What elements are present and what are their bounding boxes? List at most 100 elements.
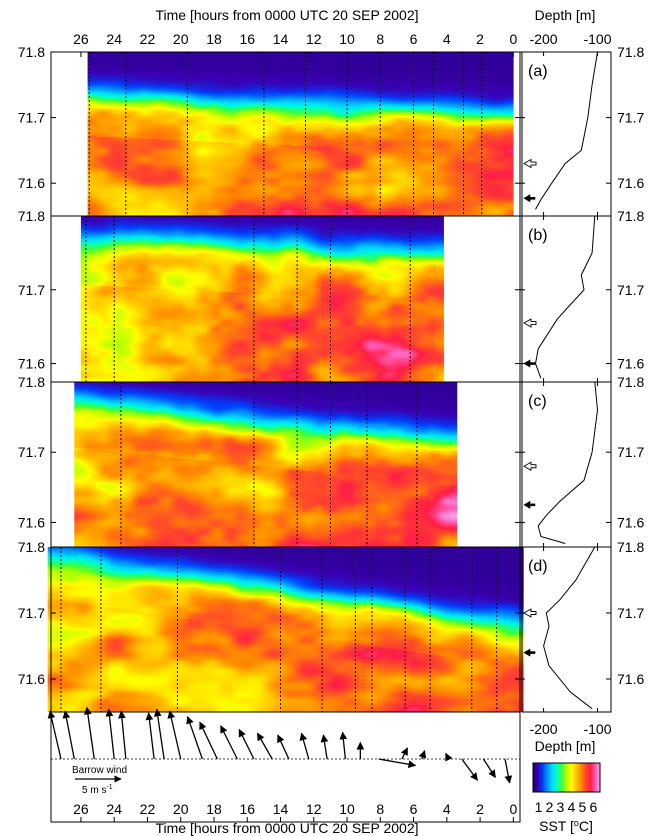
top-time-tick-5: 16 (239, 31, 255, 47)
panel-c-lat-right-0: 71.8 (617, 374, 644, 390)
wind-vector-18 (378, 758, 417, 769)
top-time-tick-0: 26 (73, 31, 89, 47)
wind-vector-20 (418, 749, 427, 760)
wind-vector-14 (299, 732, 310, 760)
colorbar-tick-1: 2 (546, 799, 554, 815)
panel-b-lat-left-2: 71.6 (18, 356, 45, 372)
panel-b: 71.8 71.8 71.7 71.7 71.6 71.6 (b) (18, 208, 644, 383)
colorbar-tick-0: 1 (535, 799, 543, 815)
panel-a: 71.8 71.8 71.7 71.7 71.6 71.6 (a) (18, 44, 644, 217)
bottom-time-tick-4: 18 (206, 801, 222, 817)
panel-d-lat-left-1: 71.7 (18, 605, 45, 621)
top-depth-tick-labels: -200 -100 (530, 31, 612, 47)
panel-d-lat-right-0: 71.8 (617, 539, 644, 555)
panel-a-lat-left-1: 71.7 (18, 110, 45, 126)
bottom-time-tick-6: 14 (273, 801, 289, 817)
panel-d-lat-left-0: 71.8 (18, 539, 45, 555)
wind-vector-4 (118, 710, 127, 760)
panel-a-lat-right-2: 71.6 (617, 175, 644, 191)
top-depth-axis-label: Depth [m] (535, 7, 596, 23)
panel-a-open-arrow (523, 158, 537, 169)
top-time-tick-12: 2 (476, 31, 484, 47)
wind-scale-value: 5 m s (82, 785, 106, 796)
panel-d-heatmap (47, 547, 524, 712)
bottom-time-tick-12: 2 (476, 801, 484, 817)
panel-b-lat-right-2: 71.6 (617, 356, 644, 372)
colorbar-degree-symbol: o (574, 818, 579, 828)
panel-c-solid-arrow (523, 500, 536, 509)
colorbar-label: SST [oC] (539, 818, 593, 834)
panel-c-lat-left-0: 71.8 (18, 374, 45, 390)
bottom-time-axis-label: Time [hours from 0000 UTC 20 SEP 2002] (155, 820, 418, 836)
top-time-tick-10: 6 (410, 31, 418, 47)
panel-b-lat-right-0: 71.8 (617, 208, 644, 224)
wind-vector-8 (186, 715, 203, 760)
panel-a-lat-right-1: 71.7 (617, 110, 644, 126)
panel-d-open-arrow (523, 608, 537, 618)
panel-a-heatmap (87, 52, 514, 216)
panel-c-lat-right-2: 71.6 (617, 514, 644, 530)
colorbar-tick-5: 6 (590, 799, 598, 815)
panel-a-label: (a) (528, 63, 548, 80)
colorbar-gradient (532, 762, 601, 793)
wind-vector-1 (62, 710, 75, 760)
top-time-tick-8: 10 (339, 31, 355, 47)
colorbar-tick-3: 4 (568, 799, 576, 815)
panel-c-lat-left-1: 71.7 (18, 444, 45, 460)
bottom-time-tick-11: 4 (443, 801, 451, 817)
panel-d: 71.8 71.8 71.7 71.7 71.6 71.6 (d) (18, 539, 644, 713)
wind-vector-22 (461, 758, 478, 781)
bottom-time-tick-2: 22 (140, 801, 156, 817)
wind-vector-23 (482, 758, 496, 779)
panel-b-lat-left-0: 71.8 (18, 208, 45, 224)
panel-c: 71.8 71.8 71.7 71.7 71.6 71.6 (c) (18, 374, 644, 548)
bottom-time-tick-5: 16 (239, 801, 255, 817)
top-depth-tick-1: -100 (583, 31, 611, 47)
panel-d-lat-right-2: 71.6 (617, 671, 644, 687)
bottom-depth-axis-label: Depth [m] (535, 738, 596, 754)
wind-vector-2 (84, 706, 95, 760)
bottom-time-tick-labels: 26 24 22 20 18 16 14 12 10 8 6 4 2 0 (73, 801, 517, 822)
wind-vector-12 (256, 732, 273, 760)
panel-b-label: (b) (528, 227, 548, 244)
panel-d-depth-profile (543, 546, 596, 710)
wind-vector-24 (504, 758, 513, 784)
panel-a-lat-left-0: 71.8 (18, 44, 45, 60)
panel-b-lat-right-1: 71.7 (617, 282, 644, 298)
wind-scale-label: 5 m s-1 (82, 784, 113, 796)
panel-d-solid-arrow (523, 648, 536, 657)
bottom-time-tick-0: 26 (73, 801, 89, 817)
panel-a-depth-profile (535, 51, 598, 210)
top-time-axis-label: Time [hours from 0000 UTC 20 SEP 2002] (155, 7, 418, 23)
wind-vector-10 (220, 725, 238, 760)
bottom-time-tick-9: 8 (376, 801, 384, 817)
panel-b-lat-left-1: 71.7 (18, 282, 45, 298)
top-time-tick-1: 24 (106, 31, 122, 47)
panel-c-label: (c) (528, 393, 547, 410)
bottom-time-tick-7: 12 (306, 801, 322, 817)
panel-c-heatmap (74, 382, 458, 547)
panel-a-solid-arrow (523, 194, 536, 203)
bottom-time-tick-8: 10 (339, 801, 355, 817)
top-time-tick-7: 12 (306, 31, 322, 47)
panel-c-lat-right-1: 71.7 (617, 444, 644, 460)
colorbar-tick-4: 5 (579, 799, 587, 815)
panel-d-profile-frame (521, 546, 612, 713)
wind-vector-19 (400, 747, 409, 760)
wind-vector-0 (47, 710, 62, 760)
wind-vector-13 (277, 734, 290, 760)
panel-d-lat-left-2: 71.6 (18, 671, 45, 687)
panel-c-open-arrow (523, 461, 537, 472)
wind-vectors (47, 706, 513, 784)
panel-c-lat-left-2: 71.6 (18, 514, 45, 530)
bottom-depth-tick-labels: -200 -100 (530, 721, 612, 737)
wind-vector-11 (238, 728, 255, 760)
wind-vector-6 (153, 708, 165, 760)
wind-vector-9 (199, 721, 218, 760)
colorbar-tick-2: 3 (557, 799, 565, 815)
top-time-tick-4: 18 (206, 31, 222, 47)
top-time-tick-6: 14 (273, 31, 289, 47)
wind-vector-7 (167, 710, 182, 760)
